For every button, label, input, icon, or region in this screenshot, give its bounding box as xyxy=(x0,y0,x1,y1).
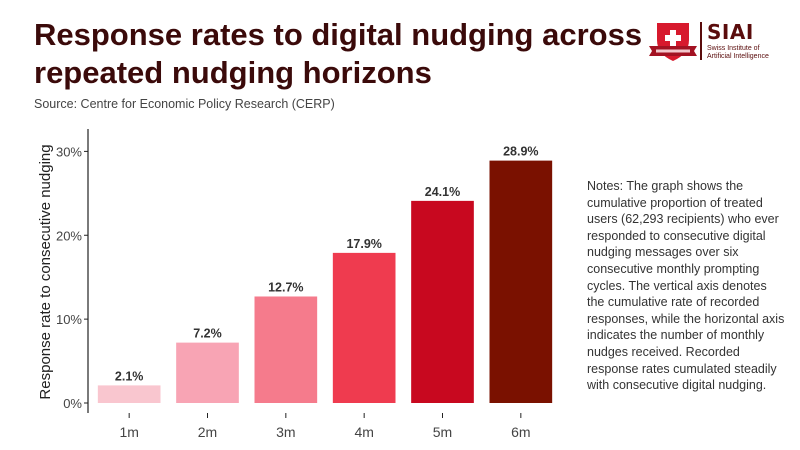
source-caption: Source: Centre for Economic Policy Resea… xyxy=(34,97,335,111)
x-tick-label: 1m xyxy=(119,424,138,440)
bar-6m xyxy=(489,160,553,403)
logo-subtitle-line2: Artificial Intelligence xyxy=(707,53,769,60)
bar-3m xyxy=(254,296,318,403)
bar-value-label: 7.2% xyxy=(193,327,222,341)
bar-value-label: 28.9% xyxy=(503,145,538,159)
bar-value-label: 12.7% xyxy=(268,280,303,294)
bar-value-label: 2.1% xyxy=(115,369,144,383)
x-tick-label: 4m xyxy=(354,424,373,440)
logo-subtitle-line1: Swiss Institute of xyxy=(707,45,760,52)
x-tick-label: 5m xyxy=(433,424,452,440)
x-tick-label: 2m xyxy=(198,424,217,440)
logo-divider xyxy=(700,22,702,60)
y-tick-label: 20% xyxy=(56,228,82,243)
y-tick-label: 10% xyxy=(56,312,82,327)
y-tick-label: 0% xyxy=(63,396,82,411)
bar-chart: Response rate to consecutive nudging 0% 1… xyxy=(37,129,553,440)
bar-1m xyxy=(97,385,161,403)
x-tick-label: 6m xyxy=(511,424,530,440)
chart-axes: 0% 10% 20% 30% 1m 2m 3m 4m 5m 6m xyxy=(56,129,531,440)
x-tick-label: 3m xyxy=(276,424,295,440)
logo-name: SIAI xyxy=(707,20,754,44)
bars-group: 2.1% 7.2% 12.7% 17.9% 24.1% 28.9% xyxy=(97,145,553,403)
swiss-shield-icon xyxy=(649,23,697,61)
bar-4m xyxy=(332,252,396,403)
bar-2m xyxy=(176,342,239,403)
y-tick-label: 30% xyxy=(56,144,82,159)
notes-text: Notes: The graph shows the cumulative pr… xyxy=(587,179,785,393)
siai-logo: SIAI Swiss Institute of Artificial Intel… xyxy=(648,20,778,64)
bar-value-label: 17.9% xyxy=(346,237,381,251)
bar-value-label: 24.1% xyxy=(425,185,460,199)
y-axis-label: Response rate to consecutive nudging xyxy=(37,144,54,399)
bar-5m xyxy=(411,200,474,403)
chart-title: Response rates to digital nudging across… xyxy=(34,17,643,90)
